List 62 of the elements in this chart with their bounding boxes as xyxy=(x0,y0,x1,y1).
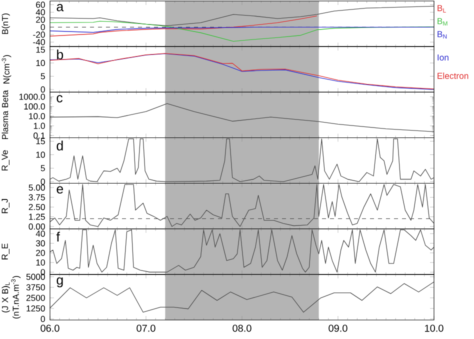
line-series xyxy=(50,20,434,42)
y-tick-label: 3750 xyxy=(26,284,45,290)
series-label: B$_{N}$ xyxy=(438,31,447,39)
chart-title: g xyxy=(56,277,63,288)
y-tick-label: 10 xyxy=(36,152,45,158)
line-series xyxy=(50,229,434,272)
y-tick-label: 5.00 xyxy=(28,184,45,191)
y-tick-label: 0 xyxy=(40,269,45,276)
y-tick-label: 20 xyxy=(36,16,45,23)
y-tick-label: -20 xyxy=(33,32,45,38)
x-tick-label: 08.0 xyxy=(232,324,252,332)
y-tick-label: 10 xyxy=(36,60,45,66)
chart-title: b xyxy=(57,50,64,60)
line-series xyxy=(50,6,434,26)
series-label: Electron xyxy=(438,72,468,79)
y-axis-title: B(nT) xyxy=(2,13,10,34)
y-tick-label: 2.50 xyxy=(28,204,45,210)
x-tick-label: 07.0 xyxy=(136,324,156,332)
y-tick-label: 40 xyxy=(36,230,45,237)
line-series xyxy=(50,16,318,36)
y-axis-title: R_E xyxy=(2,244,10,260)
chart-title: d xyxy=(56,140,63,150)
y-axis-title: N(cm$^{-3}$) xyxy=(2,55,12,84)
x-tick-label: 09.0 xyxy=(328,324,348,332)
y-tick-label: 10 xyxy=(36,259,45,266)
y-tick-label: 30 xyxy=(36,240,45,246)
y-tick-label: 1250 xyxy=(26,305,45,312)
y-tick-label: 2500 xyxy=(26,294,45,301)
y-tick-label: 1000.0 xyxy=(19,94,45,100)
y-tick-label: 60 xyxy=(36,2,45,8)
text: B$_{L}$ xyxy=(438,5,446,12)
y-axis-title: Plasma Beta xyxy=(2,90,8,140)
x-tick-label: 06.0 xyxy=(40,324,60,332)
y-tick-label: -40 xyxy=(33,39,45,46)
y-tick-label: 1.25 xyxy=(29,214,45,220)
y-tick-label: 0.1 xyxy=(34,132,45,139)
y-axis-title: R_Ve xyxy=(2,150,10,170)
y-tick-label: 0.00 xyxy=(28,223,45,230)
y-tick-label: 5 xyxy=(40,73,45,80)
y-axis-title: (J X B)$_{L}$ (nT.nA.m$^{-3}$) xyxy=(2,276,21,318)
y-axis-title: R_J xyxy=(2,199,10,214)
y-tick-label: 10.0 xyxy=(29,113,45,120)
y-tick-label: 5000 xyxy=(26,274,45,280)
x-tick-label: 10.0 xyxy=(425,324,444,332)
series-label: B$_{M}$ xyxy=(438,18,448,26)
y-tick-label: 0 xyxy=(40,316,45,322)
chart-title: c xyxy=(56,95,63,102)
y-tick-label: 15 xyxy=(36,46,45,53)
y-tick-label: 0 xyxy=(40,24,45,30)
text: Ion xyxy=(438,54,448,61)
y-tick-label: 0 xyxy=(40,178,45,185)
y-tick-label: 0 xyxy=(40,86,45,93)
y-tick-label: 40 xyxy=(36,9,45,16)
y-tick-label: 100.0 xyxy=(24,103,45,110)
chart-title: a xyxy=(56,4,64,12)
chart-title: e xyxy=(56,186,64,194)
chart-title: f xyxy=(56,232,60,242)
y-tick-label: 3.75 xyxy=(28,194,45,200)
y-tick-label: 5 xyxy=(40,165,45,172)
y-tick-label: 1.0 xyxy=(34,122,45,129)
line-series xyxy=(50,103,434,132)
y-tick-label: 20 xyxy=(36,250,45,256)
